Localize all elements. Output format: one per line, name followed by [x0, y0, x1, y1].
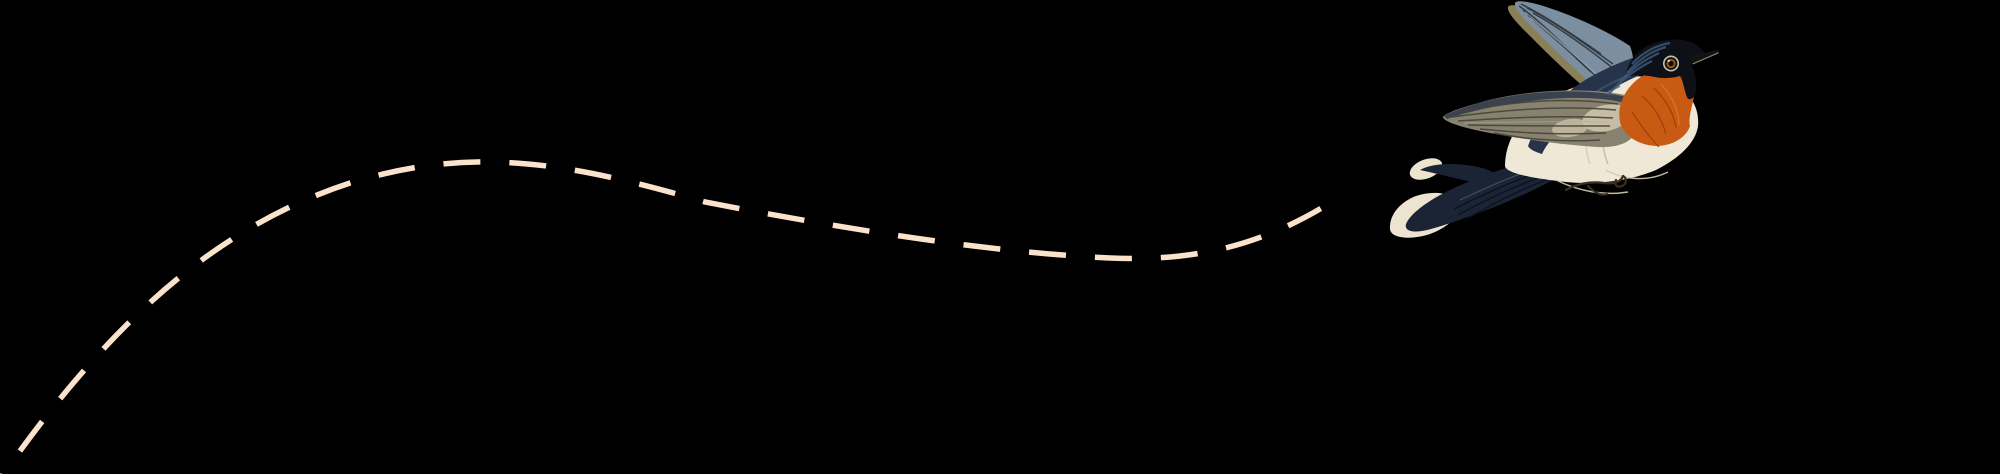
shading-line	[1653, 87, 1677, 129]
feather-line	[1532, 12, 1620, 74]
feather-line	[1467, 124, 1611, 127]
shading-line	[1555, 179, 1629, 195]
feather-line	[1529, 17, 1604, 81]
shading-line	[1631, 111, 1660, 148]
shading-line	[1605, 169, 1669, 180]
sheen-line	[1626, 45, 1667, 74]
feather-line	[1457, 116, 1614, 122]
feather-line	[1479, 128, 1607, 135]
foot-claw	[1613, 174, 1627, 188]
flight-path-dashed-line	[0, 159, 1332, 474]
beak	[1688, 50, 1720, 65]
near-wing-highlight-line	[1463, 121, 1609, 124]
sheen-line	[1631, 41, 1671, 65]
foot-claw	[1564, 174, 1625, 192]
feather-line	[1461, 99, 1619, 113]
eye-pupil	[1668, 60, 1674, 67]
near-wing-covert-patch	[1552, 118, 1588, 138]
beak-lower-mandible-line	[1692, 52, 1719, 65]
sheen-line	[1607, 60, 1653, 96]
feather-line	[1526, 7, 1614, 65]
feather-line	[1451, 107, 1617, 118]
crown-sheen-lines	[1607, 41, 1671, 96]
bird-feet	[1564, 174, 1627, 196]
eye-glint	[1667, 59, 1670, 62]
far-wing-highlight-lines	[1524, 11, 1604, 81]
bird-illustration	[1389, 1, 1720, 238]
near-wing-leading-edge	[1444, 91, 1630, 119]
near-wing-feather-lines	[1451, 99, 1619, 142]
feather-line	[1493, 132, 1601, 142]
tail-upper-feather-overlay	[1420, 164, 1506, 190]
bird-near-wing	[1443, 90, 1639, 148]
chest-shading-lines	[1631, 87, 1677, 148]
head-cap-black	[1626, 39, 1705, 100]
foot-claw	[1586, 184, 1609, 196]
shading-line	[1641, 95, 1667, 135]
chest-highlight-line	[1660, 83, 1680, 126]
bird-eye	[1663, 55, 1680, 72]
bird-head	[1607, 39, 1720, 148]
